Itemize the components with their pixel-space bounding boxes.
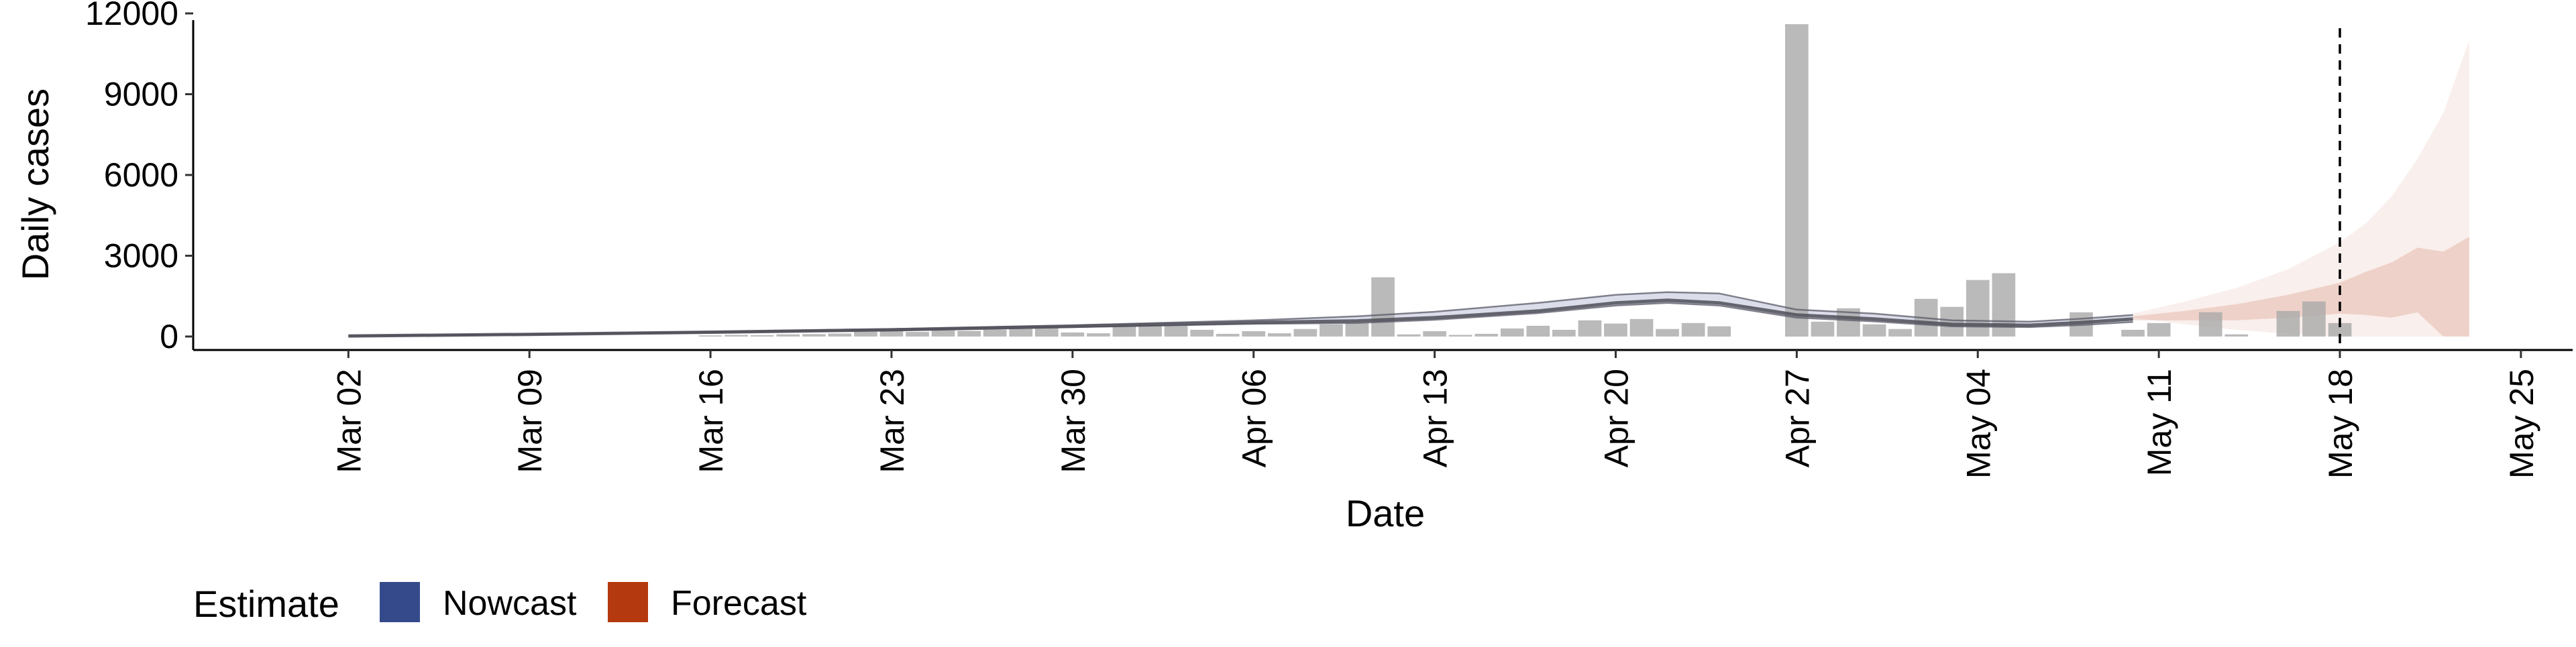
case-bar bbox=[906, 332, 929, 337]
case-bar bbox=[2121, 329, 2145, 337]
x-tick-label: Apr 27 bbox=[1778, 369, 1816, 467]
x-tick-label: May 18 bbox=[2322, 369, 2359, 479]
case-bar bbox=[2224, 334, 2249, 337]
case-bar bbox=[1345, 322, 1369, 337]
x-tick-label: Mar 23 bbox=[873, 369, 911, 473]
case-bar bbox=[1474, 333, 1499, 337]
legend-key-nowcast bbox=[380, 582, 420, 622]
forecast-inner-band bbox=[2133, 237, 2469, 337]
x-tick-label: May 04 bbox=[1960, 369, 1997, 479]
reported-cases-bars bbox=[698, 24, 2352, 337]
case-bar bbox=[983, 329, 1007, 337]
legend-key-forecast bbox=[608, 582, 648, 622]
case-bar bbox=[854, 331, 877, 337]
case-bar bbox=[1164, 325, 1188, 337]
case-bar bbox=[931, 330, 955, 337]
case-bar bbox=[1216, 333, 1240, 337]
nowcast-median-line bbox=[348, 298, 2133, 338]
case-bar bbox=[2328, 322, 2352, 337]
x-tick-label: Mar 30 bbox=[1055, 369, 1092, 473]
case-bar bbox=[1138, 324, 1162, 337]
case-bar bbox=[1448, 335, 1472, 337]
case-bar bbox=[1552, 329, 1576, 337]
y-axis-title: Daily cases bbox=[14, 89, 56, 280]
case-bar bbox=[2276, 310, 2300, 337]
case-bar bbox=[1888, 329, 1912, 337]
case-bar bbox=[1862, 324, 1886, 337]
case-bar bbox=[2302, 301, 2326, 337]
case-bar bbox=[1629, 318, 1654, 337]
legend-label-nowcast: Nowcast bbox=[443, 584, 577, 623]
estimate-bands bbox=[348, 40, 2469, 337]
x-tick-label: Mar 09 bbox=[511, 369, 549, 473]
forecast-outer-band bbox=[2133, 40, 2469, 337]
case-bar bbox=[879, 331, 904, 337]
case-bar bbox=[1940, 306, 1964, 337]
legend-label-forecast: Forecast bbox=[671, 584, 807, 623]
y-tick-label: 9000 bbox=[104, 75, 178, 113]
y-tick-label: 0 bbox=[160, 318, 178, 355]
case-bar bbox=[1397, 334, 1421, 337]
case-bar bbox=[1009, 328, 1033, 337]
case-bar bbox=[724, 335, 748, 337]
x-tick-label: Apr 20 bbox=[1598, 369, 1635, 467]
case-bar bbox=[698, 335, 722, 337]
case-bar bbox=[1267, 333, 1291, 337]
legend: Estimate Nowcast Forecast bbox=[193, 582, 807, 625]
case-bar bbox=[1293, 329, 1318, 337]
estimate-lines bbox=[348, 28, 2341, 350]
case-bar bbox=[1785, 24, 1809, 337]
case-bar bbox=[1320, 324, 1343, 337]
x-tick-label: Mar 16 bbox=[692, 369, 730, 473]
x-tick-label: May 25 bbox=[2503, 369, 2540, 479]
case-bar bbox=[1604, 323, 1627, 337]
case-bar bbox=[1087, 333, 1110, 337]
x-tick-label: Mar 02 bbox=[330, 369, 368, 473]
case-bar bbox=[1681, 322, 1705, 337]
x-axis-title: Date bbox=[1346, 492, 1425, 534]
case-bar bbox=[1112, 326, 1136, 337]
case-bar bbox=[957, 331, 981, 337]
case-bar bbox=[1500, 328, 1524, 337]
case-bar bbox=[1811, 321, 1835, 337]
case-bar bbox=[1371, 277, 1395, 337]
case-bar bbox=[1190, 329, 1214, 337]
legend-title: Estimate bbox=[193, 583, 339, 625]
axes: 0 3000 6000 9000 12000 Mar 02 Mar 09 Mar 16 Mar … bbox=[85, 0, 2573, 479]
y-tick-label: 3000 bbox=[104, 237, 178, 274]
case-bar bbox=[2198, 312, 2222, 337]
case-bar bbox=[1423, 331, 1446, 337]
x-tick-label: Apr 13 bbox=[1417, 369, 1454, 467]
y-tick-label: 6000 bbox=[104, 156, 178, 194]
case-bar bbox=[776, 334, 800, 337]
case-bar bbox=[1526, 325, 1550, 337]
case-bar bbox=[1578, 320, 1602, 337]
case-bar bbox=[1061, 332, 1085, 337]
case-bar bbox=[802, 334, 826, 337]
case-bar bbox=[2147, 322, 2171, 337]
case-bar bbox=[1242, 331, 1266, 337]
case-bar bbox=[1707, 326, 1731, 337]
y-tick-label: 12000 bbox=[85, 0, 178, 32]
case-bar bbox=[828, 333, 852, 337]
x-tick-label: Apr 06 bbox=[1236, 369, 1273, 467]
case-bar bbox=[1034, 327, 1059, 337]
case-bar bbox=[1966, 280, 1990, 337]
case-bar bbox=[750, 335, 774, 337]
case-bar bbox=[1656, 329, 1679, 337]
x-tick-label: May 11 bbox=[2141, 369, 2178, 476]
